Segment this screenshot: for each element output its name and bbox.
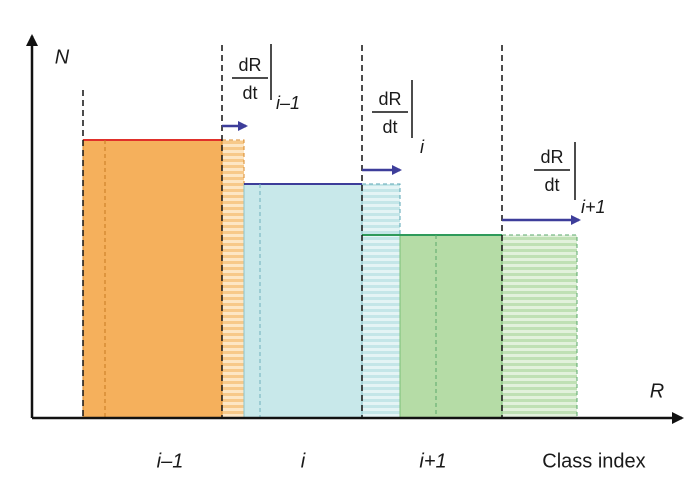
- y-axis-label: N: [55, 46, 70, 68]
- class-bar: [399, 234, 503, 419]
- rate-denominator: dt: [544, 175, 559, 195]
- growth-region: [361, 183, 401, 419]
- class-label: i–1: [157, 450, 184, 472]
- rate-denominator: dt: [242, 83, 257, 103]
- rate-numerator: dR: [238, 55, 261, 75]
- growth-region: [221, 139, 245, 419]
- class-label: i+1: [419, 450, 446, 472]
- class-bar: [82, 139, 223, 419]
- x-caption: Class index: [542, 450, 645, 472]
- rate-denominator: dt: [382, 117, 397, 137]
- class-bar: [243, 183, 363, 419]
- class-label: i: [301, 450, 306, 472]
- rate-subscript: i–1: [276, 93, 300, 113]
- growth-region: [501, 234, 578, 419]
- rate-subscript: i: [420, 137, 425, 157]
- rate-numerator: dR: [378, 89, 401, 109]
- rate-numerator: dR: [540, 147, 563, 167]
- rate-subscript: i+1: [581, 197, 606, 217]
- x-axis-label: R: [650, 380, 664, 402]
